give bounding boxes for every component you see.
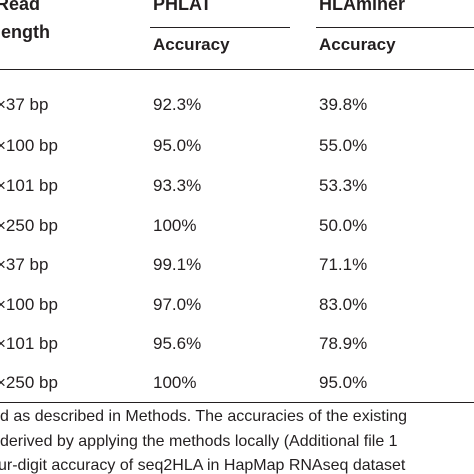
header-read-length-line1: Read [0,0,41,14]
cell-phlat-accuracy: 92.3% [153,95,202,114]
cell-phlat-accuracy: 95.6% [153,334,202,353]
header-hlaminer-accuracy: Accuracy [319,35,396,54]
cell-phlat-accuracy: 93.3% [153,176,202,195]
cell-phlat-accuracy: 97.0% [153,295,202,314]
cell-hlaminer-accuracy: 78.9% [319,334,368,353]
header-hlaminer: HLAminer [319,0,406,14]
cell-hlaminer-accuracy: 53.3% [319,176,368,195]
cell-phlat-accuracy: 100% [153,373,197,392]
caption-line-2: derived by applying the methods locally … [0,433,398,450]
header-rule-phlat [150,27,290,28]
header-phlat: PHLAT [153,0,212,14]
cell-phlat-accuracy: 95.0% [153,136,202,155]
header-read-length-line2: length [0,22,50,42]
caption-line-1: d as described in Methods. The accuracie… [0,408,408,425]
cell-phlat-accuracy: 100% [153,216,197,235]
cell-read-length: ×101 bp [0,176,58,195]
cell-hlaminer-accuracy: 71.1% [319,255,368,274]
header-bottom-rule [0,69,474,70]
cell-phlat-accuracy: 99.1% [153,255,202,274]
header-phlat-accuracy: Accuracy [153,35,230,54]
cell-hlaminer-accuracy: 83.0% [319,295,368,314]
cell-read-length: ×100 bp [0,136,58,155]
cell-read-length: ×250 bp [0,216,58,235]
cell-read-length: ×100 bp [0,295,58,314]
cell-hlaminer-accuracy: 95.0% [319,373,368,392]
cell-read-length: ×37 bp [0,95,49,114]
table-bottom-rule [0,402,474,403]
cell-hlaminer-accuracy: 50.0% [319,216,368,235]
cell-read-length: ×101 bp [0,334,58,353]
caption-line-3: ur-digit accuracy of seq2HLA in HapMap R… [0,457,406,474]
cell-read-length: ×37 bp [0,255,49,274]
cell-hlaminer-accuracy: 55.0% [319,136,368,155]
header-rule-hlaminer [316,27,474,28]
cell-hlaminer-accuracy: 39.8% [319,95,368,114]
cell-read-length: ×250 bp [0,373,58,392]
